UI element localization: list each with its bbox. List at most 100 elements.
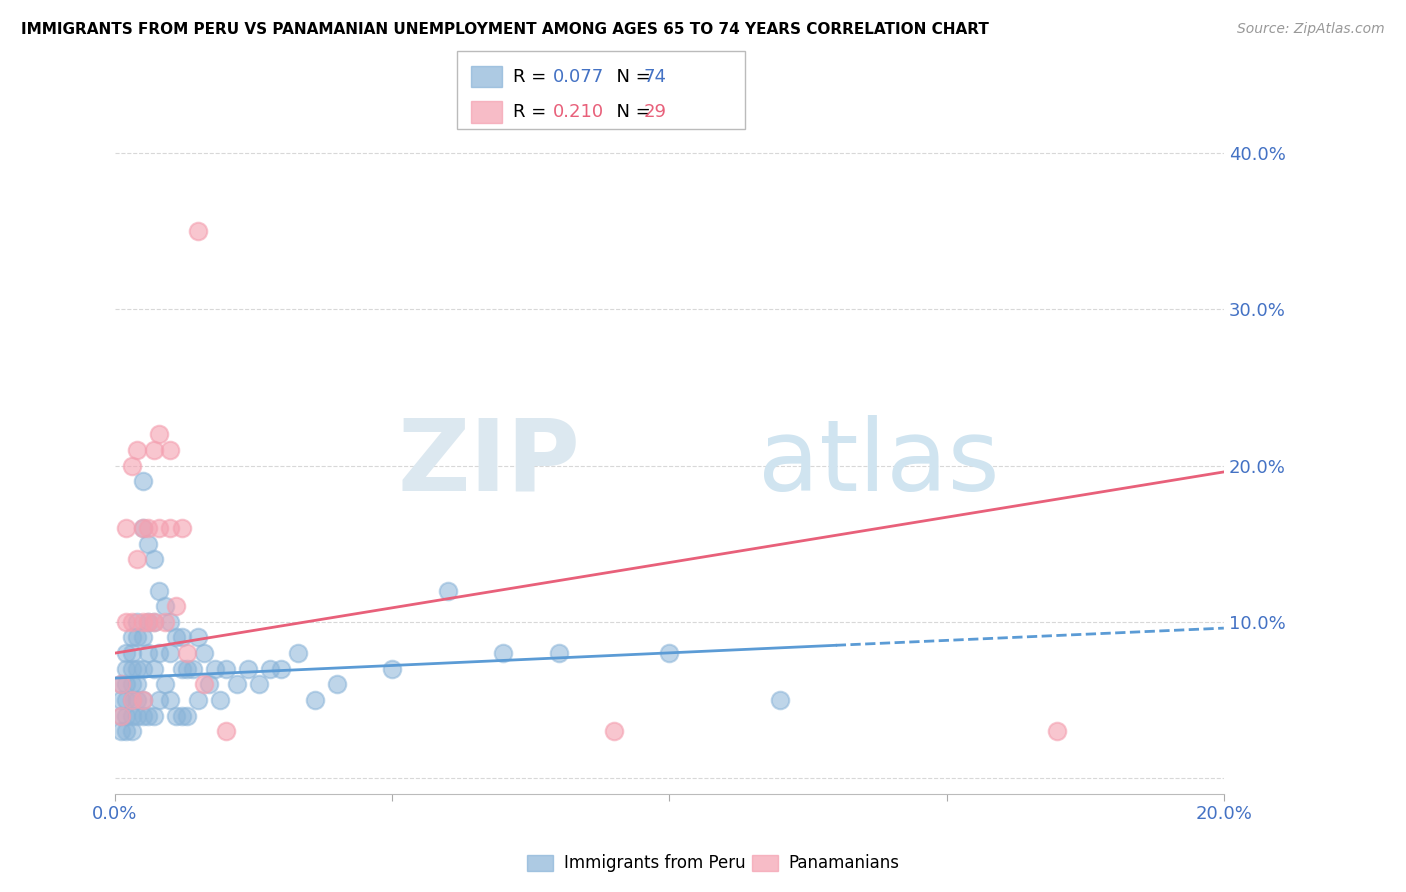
Point: [142, 708, 165, 723]
Point: [259, 662, 281, 676]
Point: [287, 646, 309, 660]
Point: [148, 646, 170, 660]
Point: [115, 677, 138, 691]
Point: [215, 662, 238, 676]
Point: [115, 724, 138, 739]
Point: [148, 521, 170, 535]
Text: ZIP: ZIP: [398, 415, 581, 512]
Point: [165, 708, 187, 723]
Point: [110, 677, 132, 691]
Point: [193, 677, 215, 691]
Point: [304, 693, 326, 707]
Text: R =: R =: [513, 68, 553, 86]
Point: [121, 646, 143, 660]
Text: IMMIGRANTS FROM PERU VS PANAMANIAN UNEMPLOYMENT AMONG AGES 65 TO 74 YEARS CORREL: IMMIGRANTS FROM PERU VS PANAMANIAN UNEMP…: [21, 22, 988, 37]
Point: [132, 708, 155, 723]
Point: [187, 693, 209, 707]
Point: [121, 662, 143, 676]
Point: [110, 693, 132, 707]
Point: [1046, 724, 1069, 739]
Point: [381, 662, 404, 676]
Point: [769, 693, 792, 707]
Point: [176, 708, 198, 723]
Point: [148, 427, 170, 442]
Point: [121, 615, 143, 629]
Point: [121, 708, 143, 723]
Point: [159, 443, 181, 458]
Text: 0.210: 0.210: [553, 103, 603, 121]
Text: 0.077: 0.077: [553, 68, 603, 86]
Point: [127, 443, 149, 458]
Point: [247, 677, 270, 691]
Point: [121, 677, 143, 691]
Point: [148, 693, 170, 707]
Point: [153, 615, 176, 629]
Point: [198, 677, 221, 691]
Point: [132, 693, 155, 707]
Point: [136, 615, 159, 629]
Text: Panamanians: Panamanians: [789, 855, 900, 872]
Point: [115, 693, 138, 707]
Point: [127, 662, 149, 676]
Point: [658, 646, 681, 660]
Point: [132, 475, 155, 489]
Text: R =: R =: [513, 103, 553, 121]
Point: [176, 646, 198, 660]
Point: [436, 583, 458, 598]
Point: [159, 615, 181, 629]
Point: [326, 677, 349, 691]
Point: [127, 615, 149, 629]
Point: [153, 599, 176, 614]
Point: [492, 646, 515, 660]
Text: atlas: atlas: [758, 415, 1000, 512]
Point: [226, 677, 249, 691]
Text: Immigrants from Peru: Immigrants from Peru: [564, 855, 745, 872]
Point: [204, 662, 226, 676]
Point: [187, 631, 209, 645]
Point: [115, 521, 138, 535]
Point: [127, 552, 149, 566]
Point: [110, 708, 132, 723]
Point: [547, 646, 569, 660]
Point: [115, 662, 138, 676]
Point: [132, 521, 155, 535]
Point: [136, 615, 159, 629]
Point: [270, 662, 292, 676]
Point: [142, 443, 165, 458]
Point: [142, 615, 165, 629]
Point: [170, 662, 193, 676]
Point: [170, 521, 193, 535]
Point: [187, 224, 209, 238]
Point: [170, 708, 193, 723]
Point: [142, 662, 165, 676]
Point: [165, 631, 187, 645]
Point: [193, 646, 215, 660]
Point: [115, 615, 138, 629]
Point: [215, 724, 238, 739]
Point: [136, 646, 159, 660]
Point: [110, 708, 132, 723]
Point: [153, 677, 176, 691]
Point: [603, 724, 626, 739]
Point: [165, 599, 187, 614]
Point: [132, 521, 155, 535]
Point: [110, 677, 132, 691]
Point: [127, 631, 149, 645]
Point: [209, 693, 232, 707]
Text: 29: 29: [644, 103, 666, 121]
Point: [132, 693, 155, 707]
Point: [159, 646, 181, 660]
Point: [236, 662, 259, 676]
Point: [159, 521, 181, 535]
Point: [170, 631, 193, 645]
Point: [121, 693, 143, 707]
Point: [121, 724, 143, 739]
Point: [115, 646, 138, 660]
Point: [132, 631, 155, 645]
Point: [136, 537, 159, 551]
Point: [159, 693, 181, 707]
Point: [110, 724, 132, 739]
Point: [132, 662, 155, 676]
Point: [121, 693, 143, 707]
Point: [121, 631, 143, 645]
